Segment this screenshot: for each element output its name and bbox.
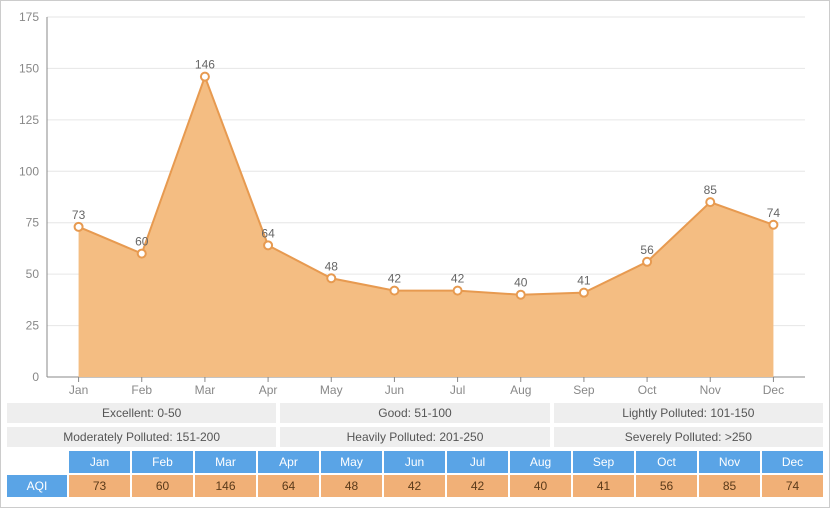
aqi-area-chart: 0 25 50 75 100 125 150 175 Jan Feb Mar Apr May Jun Jul…: [7, 7, 823, 399]
data-point[interactable]: [264, 241, 272, 249]
data-point[interactable]: [517, 291, 525, 299]
data-point[interactable]: [201, 73, 209, 81]
table-value: 56: [636, 475, 697, 497]
data-point-label: 48: [325, 259, 339, 273]
x-tick-label: Sep: [573, 383, 595, 397]
table-value: 41: [573, 475, 634, 497]
legend-cell: Good: 51-100: [280, 403, 549, 423]
y-tick-label: 0: [32, 370, 39, 384]
data-point-label: 60: [135, 235, 149, 249]
table-header-month: May: [321, 451, 382, 473]
data-point-label: 146: [195, 58, 215, 72]
table-header-month: Jan: [69, 451, 130, 473]
y-tick-label: 75: [26, 216, 40, 230]
y-tick-label: 175: [19, 10, 39, 24]
data-point[interactable]: [138, 250, 146, 258]
table-header-month: Nov: [699, 451, 760, 473]
data-point-label: 40: [514, 276, 528, 290]
aqi-legend: Excellent: 0-50Good: 51-100Lightly Pollu…: [7, 403, 823, 447]
table-header-month: Jul: [447, 451, 508, 473]
table-header-month: Dec: [762, 451, 823, 473]
legend-cell: Heavily Polluted: 201-250: [280, 427, 549, 447]
x-tick-label: Jan: [69, 383, 88, 397]
data-point-label: 56: [640, 243, 654, 257]
dashboard-frame: 0255075100125150175JanFebMarAprMayJunJul…: [0, 0, 830, 508]
chart-svg: 0 25 50 75 100 125 150 175 Jan Feb Mar Apr May Jun Jul…: [7, 7, 823, 399]
table-row-label: AQI: [7, 475, 67, 497]
table-header-month: Oct: [636, 451, 697, 473]
table-header-month: Feb: [132, 451, 193, 473]
table-value: 64: [258, 475, 319, 497]
x-tick-label: Dec: [763, 383, 784, 397]
data-point-label: 42: [388, 272, 402, 286]
table-value: 146: [195, 475, 256, 497]
aqi-data-table: JanFebMarAprMayJunJulAugSepOctNovDecAQI7…: [7, 451, 823, 497]
legend-cell: Severely Polluted: >250: [554, 427, 823, 447]
data-point[interactable]: [327, 274, 335, 282]
table-value: 74: [762, 475, 823, 497]
table-corner: [7, 451, 67, 473]
x-tick-label: Mar: [195, 383, 216, 397]
data-point[interactable]: [769, 221, 777, 229]
table-value: 60: [132, 475, 193, 497]
table-value: 85: [699, 475, 760, 497]
legend-cell: Lightly Polluted: 101-150: [554, 403, 823, 423]
table-header-month: Mar: [195, 451, 256, 473]
table-value: 48: [321, 475, 382, 497]
x-tick-label: Jun: [385, 383, 404, 397]
x-tick-label: Feb: [131, 383, 152, 397]
legend-cell: Excellent: 0-50: [7, 403, 276, 423]
y-tick-label: 25: [26, 319, 40, 333]
data-point[interactable]: [706, 198, 714, 206]
y-tick-label: 150: [19, 61, 39, 75]
data-point[interactable]: [390, 287, 398, 295]
area-fill: [79, 77, 774, 377]
table-header-month: Sep: [573, 451, 634, 473]
x-tick-label: Jul: [450, 383, 465, 397]
data-point-label: 42: [451, 272, 465, 286]
table-header-month: Apr: [258, 451, 319, 473]
table-header-month: Aug: [510, 451, 571, 473]
data-point-label: 85: [704, 183, 718, 197]
y-tick-label: 100: [19, 164, 39, 178]
data-point-label: 74: [767, 206, 781, 220]
table-header-month: Jun: [384, 451, 445, 473]
data-point[interactable]: [75, 223, 83, 231]
table-value: 42: [447, 475, 508, 497]
data-point[interactable]: [454, 287, 462, 295]
table-value: 42: [384, 475, 445, 497]
x-tick-label: Aug: [510, 383, 531, 397]
data-point-label: 73: [72, 208, 86, 222]
y-tick-label: 125: [19, 113, 39, 127]
data-point-label: 64: [261, 226, 275, 240]
data-point-label: 41: [577, 274, 591, 288]
data-point[interactable]: [580, 289, 588, 297]
y-tick-label: 50: [26, 267, 40, 281]
x-tick-label: May: [320, 383, 343, 397]
table-value: 73: [69, 475, 130, 497]
x-tick-label: Apr: [259, 383, 278, 397]
legend-cell: Moderately Polluted: 151-200: [7, 427, 276, 447]
x-tick-label: Nov: [700, 383, 721, 397]
data-point[interactable]: [643, 258, 651, 266]
table-value: 40: [510, 475, 571, 497]
x-tick-label: Oct: [638, 383, 657, 397]
